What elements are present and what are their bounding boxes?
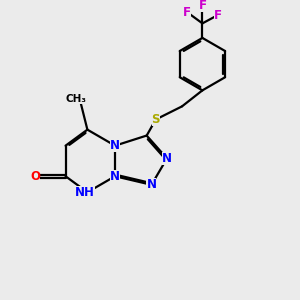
- Text: N: N: [146, 178, 157, 191]
- Text: N: N: [110, 170, 120, 183]
- Text: NH: NH: [75, 186, 95, 199]
- Text: F: F: [198, 0, 206, 12]
- Text: O: O: [30, 170, 40, 183]
- Text: N: N: [110, 139, 120, 152]
- Text: CH₃: CH₃: [65, 94, 86, 104]
- Text: N: N: [162, 152, 172, 165]
- Text: S: S: [152, 113, 160, 126]
- Text: F: F: [183, 6, 191, 19]
- Text: F: F: [214, 9, 222, 22]
